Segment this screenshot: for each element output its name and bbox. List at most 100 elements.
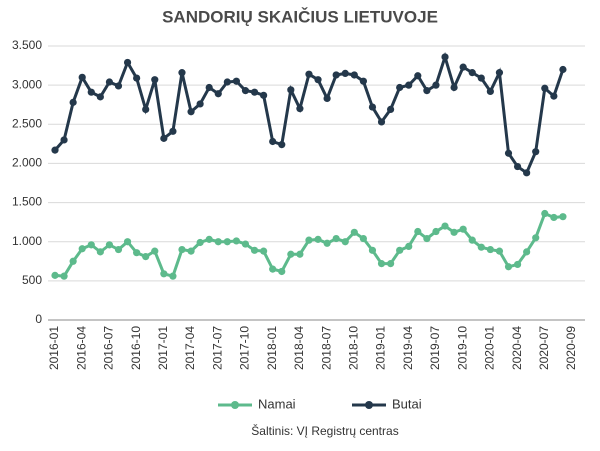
point: [541, 209, 549, 218]
x-tick-label: 2018-01: [265, 326, 279, 370]
point: [51, 146, 59, 154]
point: [260, 91, 268, 99]
point: [223, 238, 231, 246]
point: [504, 263, 513, 271]
point: [287, 250, 295, 258]
point: [405, 81, 413, 89]
x-tick-label: 2020-04: [510, 326, 524, 370]
y-tick-label: 1.000: [12, 234, 42, 248]
x-tick-label: 2019-04: [401, 326, 415, 370]
x-tick-label: 2020-09: [564, 326, 578, 370]
point: [69, 98, 77, 106]
point: [260, 247, 268, 255]
point: [386, 260, 395, 268]
legend-label: Namai: [258, 396, 296, 411]
point: [441, 53, 449, 61]
point: [523, 169, 531, 177]
point: [323, 94, 331, 103]
point: [559, 65, 567, 74]
legend-marker: [231, 401, 239, 409]
x-tick-label: 2019-01: [374, 326, 388, 370]
point: [69, 257, 77, 265]
point: [377, 260, 386, 268]
point: [60, 136, 68, 144]
legend-label: Butai: [392, 396, 422, 411]
x-tick-label: 2017-07: [210, 326, 224, 370]
point: [223, 78, 231, 86]
point: [368, 246, 377, 254]
point: [78, 73, 86, 81]
point: [51, 271, 59, 279]
point: [196, 238, 204, 247]
point: [486, 245, 494, 254]
point: [459, 63, 467, 71]
point: [250, 88, 259, 96]
point: [87, 241, 95, 249]
point: [205, 83, 213, 92]
point: [314, 76, 322, 84]
point: [241, 240, 250, 248]
point: [350, 228, 358, 236]
point: [550, 92, 558, 100]
y-tick-label: 500: [22, 273, 42, 287]
point: [350, 71, 358, 79]
point: [423, 87, 431, 95]
point: [250, 246, 259, 254]
point: [269, 265, 277, 273]
y-tick-label: 3.000: [12, 77, 42, 91]
point: [133, 249, 141, 257]
chart-title: SANDORIŲ SKAIČIUS LIETUVOJE: [162, 7, 438, 26]
point: [468, 236, 476, 244]
point: [432, 81, 440, 89]
point: [60, 272, 68, 280]
x-tick-label: 2018-10: [346, 326, 360, 370]
x-tick-label: 2017-10: [238, 326, 252, 370]
y-tick-label: 1.500: [12, 195, 42, 209]
point: [359, 77, 367, 85]
point: [169, 272, 177, 280]
point: [241, 87, 250, 95]
point: [423, 234, 431, 243]
point: [468, 69, 476, 77]
point: [495, 247, 504, 255]
point: [78, 245, 86, 253]
point: [513, 162, 522, 171]
point: [278, 141, 286, 149]
point: [232, 237, 241, 245]
point: [187, 247, 195, 255]
point: [405, 242, 413, 251]
point: [269, 137, 277, 146]
point: [305, 70, 313, 78]
y-tick-label: 2.000: [12, 156, 42, 170]
point: [169, 127, 177, 135]
x-tick-label: 2019-07: [428, 326, 442, 370]
point: [114, 82, 123, 90]
point: [532, 148, 540, 156]
point: [459, 225, 467, 233]
x-tick-label: 2019-10: [455, 326, 469, 370]
point: [450, 83, 458, 92]
point: [160, 134, 168, 142]
point: [151, 76, 159, 84]
y-tick-label: 2.500: [12, 116, 42, 130]
x-tick-label: 2018-04: [292, 326, 306, 370]
point: [96, 248, 104, 256]
point: [332, 71, 340, 79]
point: [160, 270, 168, 278]
point: [133, 74, 141, 82]
point: [142, 105, 150, 114]
point: [477, 243, 485, 251]
point: [287, 86, 295, 94]
point: [396, 83, 404, 92]
point: [296, 250, 304, 258]
point: [205, 235, 213, 243]
point: [332, 234, 340, 243]
point: [278, 267, 286, 276]
point: [105, 78, 114, 86]
point: [178, 245, 186, 254]
point: [495, 69, 504, 77]
point: [532, 234, 540, 242]
point: [477, 74, 485, 82]
point: [377, 118, 386, 126]
